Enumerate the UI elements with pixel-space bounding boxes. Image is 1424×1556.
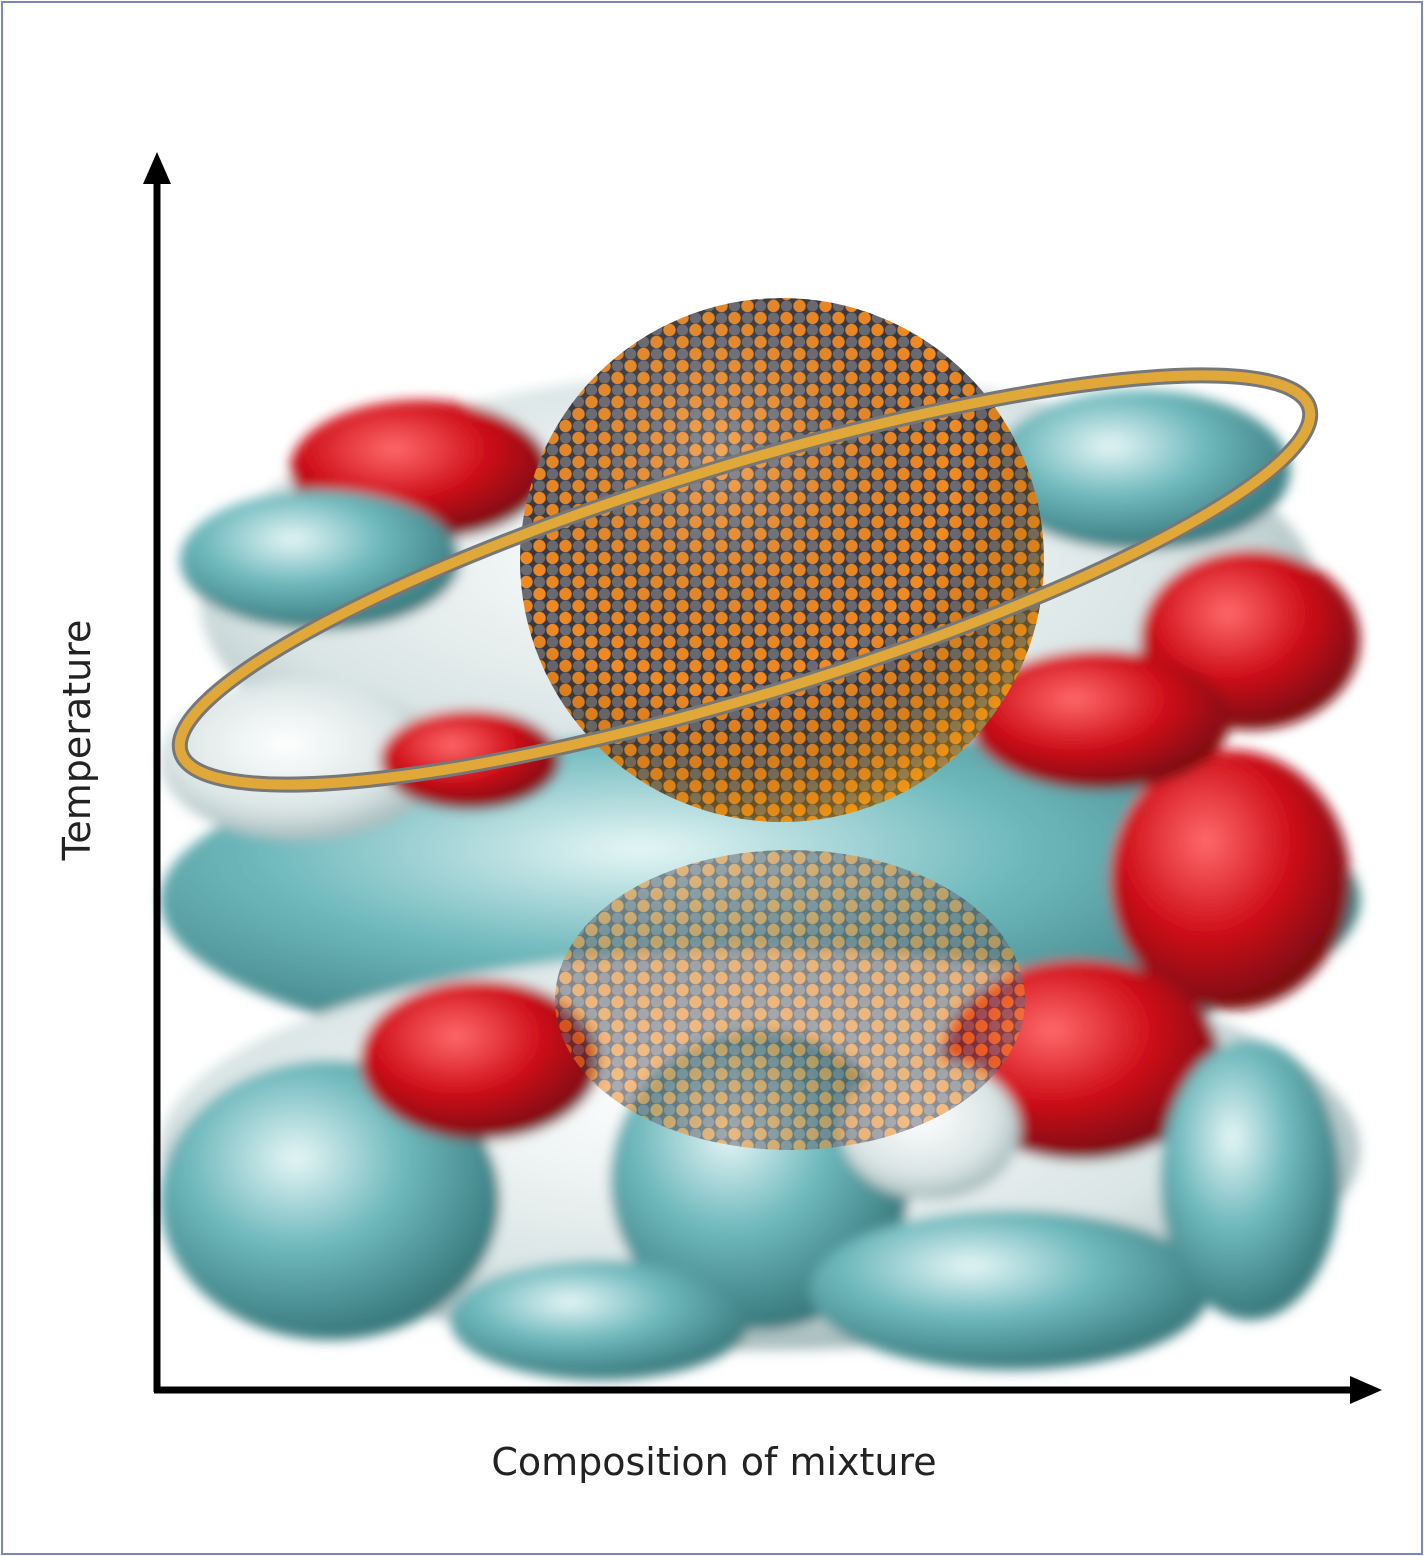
x-axis-label: Composition of mixture: [491, 1440, 936, 1484]
axes: [143, 152, 1382, 1404]
y-arrow: [143, 152, 171, 184]
reflection: [555, 850, 1025, 1150]
y-axis-label: Temperature: [55, 620, 99, 862]
nanoparticle: [520, 298, 1044, 822]
ring: [174, 370, 1316, 790]
surface: [160, 370, 1360, 1380]
x-arrow: [1350, 1376, 1382, 1404]
